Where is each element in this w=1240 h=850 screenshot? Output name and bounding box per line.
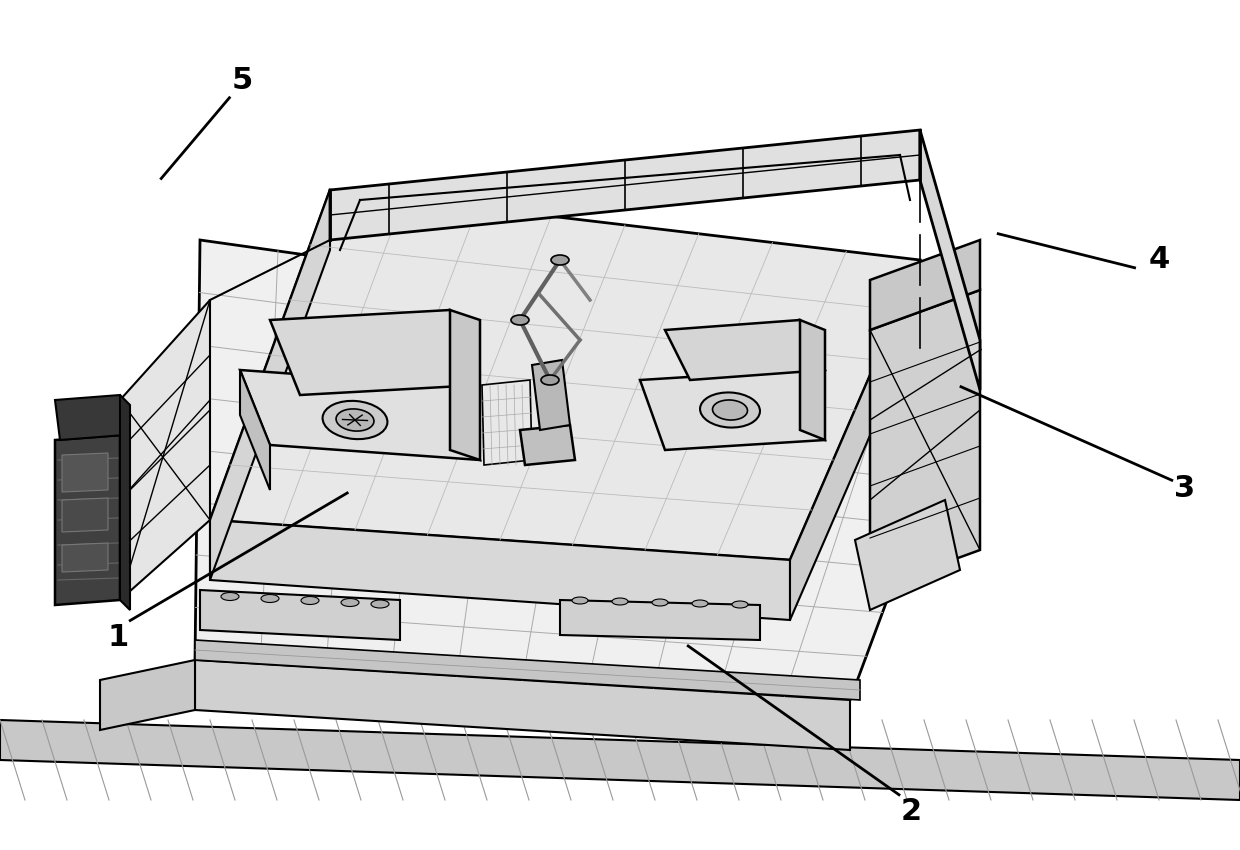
Polygon shape <box>120 395 130 610</box>
Ellipse shape <box>652 599 668 606</box>
Ellipse shape <box>541 375 559 385</box>
Ellipse shape <box>341 598 360 607</box>
Polygon shape <box>0 720 1240 800</box>
Polygon shape <box>241 370 270 490</box>
Text: 2: 2 <box>900 797 923 826</box>
Polygon shape <box>520 425 575 465</box>
Ellipse shape <box>260 594 279 603</box>
Polygon shape <box>100 660 195 730</box>
Polygon shape <box>870 240 980 330</box>
Polygon shape <box>195 240 980 700</box>
Text: 3: 3 <box>1173 474 1195 503</box>
Polygon shape <box>560 600 760 640</box>
Polygon shape <box>482 380 532 465</box>
Polygon shape <box>870 290 980 590</box>
Polygon shape <box>920 130 980 390</box>
Text: 1: 1 <box>107 623 129 652</box>
Polygon shape <box>55 435 120 605</box>
Polygon shape <box>195 640 861 700</box>
Ellipse shape <box>336 409 374 431</box>
Polygon shape <box>800 320 825 440</box>
Ellipse shape <box>301 597 319 604</box>
Polygon shape <box>62 543 108 572</box>
Polygon shape <box>270 310 480 395</box>
Ellipse shape <box>221 592 239 600</box>
Polygon shape <box>210 520 790 620</box>
Ellipse shape <box>572 597 588 604</box>
Polygon shape <box>856 500 960 610</box>
Ellipse shape <box>732 601 748 608</box>
Polygon shape <box>532 360 570 430</box>
Polygon shape <box>200 590 401 640</box>
Polygon shape <box>665 320 825 380</box>
Polygon shape <box>241 370 480 460</box>
Polygon shape <box>450 310 480 460</box>
Text: 4: 4 <box>1148 245 1171 274</box>
Ellipse shape <box>551 255 569 265</box>
Polygon shape <box>62 453 108 492</box>
Ellipse shape <box>371 600 389 608</box>
Polygon shape <box>640 370 825 450</box>
Ellipse shape <box>511 315 529 325</box>
Polygon shape <box>195 660 849 750</box>
Ellipse shape <box>613 598 627 605</box>
Ellipse shape <box>692 600 708 607</box>
Ellipse shape <box>701 393 760 428</box>
Polygon shape <box>790 260 920 620</box>
Ellipse shape <box>322 401 387 439</box>
Polygon shape <box>330 130 920 240</box>
Ellipse shape <box>713 400 748 420</box>
Polygon shape <box>62 498 108 532</box>
Polygon shape <box>210 190 920 560</box>
Polygon shape <box>55 395 125 440</box>
Polygon shape <box>210 190 330 580</box>
Polygon shape <box>120 300 210 600</box>
Text: 5: 5 <box>231 66 253 95</box>
